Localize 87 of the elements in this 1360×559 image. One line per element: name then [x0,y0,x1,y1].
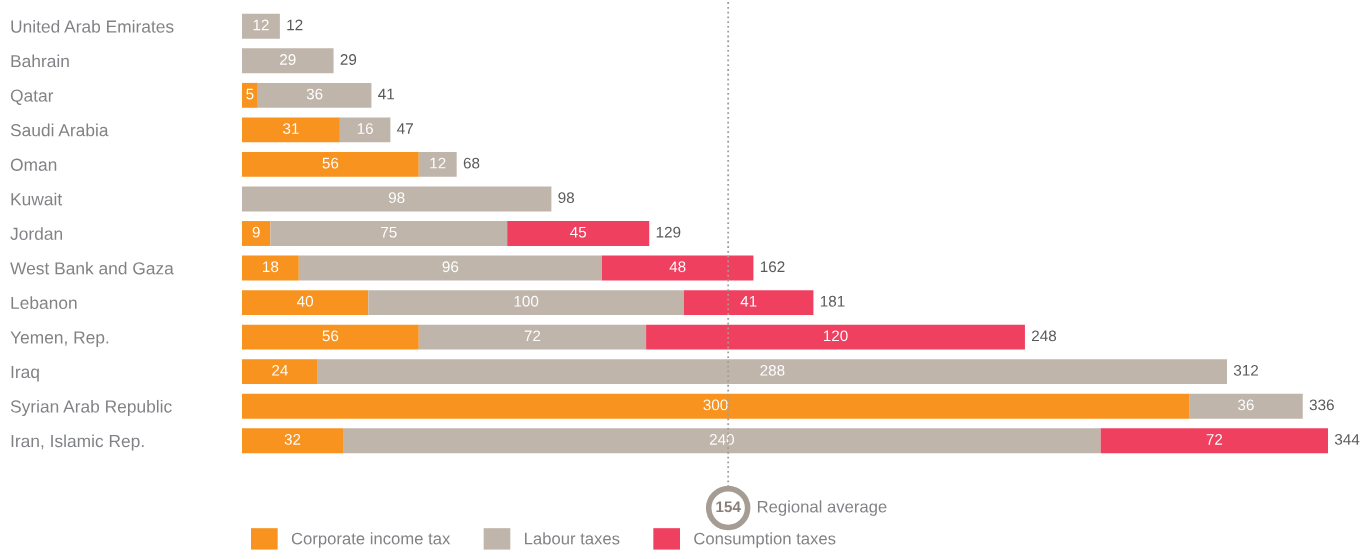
total-label: 181 [820,295,845,307]
total-label: 98 [558,192,575,204]
total-label: 162 [760,261,785,273]
data-label: 24 [272,364,288,376]
annotation: 154 [716,501,741,513]
y-tick-label: Yemen, Rep. [10,331,109,348]
legend-label: Corporate income tax [291,532,451,548]
total-label: 312 [1233,364,1259,376]
y-tick-label: Syrian Arab Republic [10,399,172,417]
bar [242,82,258,108]
bar [601,255,754,281]
bar [339,117,391,143]
data-label: 98 [388,192,405,204]
data-label: 100 [514,295,539,307]
y-tick-label: Iran, Islamic Rep. [11,434,144,451]
data-label: 12 [430,157,446,169]
data-label: 120 [823,330,848,342]
bar [242,359,318,385]
ref-line-label: Regional average [757,500,887,516]
bar [242,48,334,74]
data-label: 56 [322,330,339,342]
bar [368,290,684,316]
bar [242,151,419,177]
bar [242,221,271,246]
legend-label: Labour taxes [525,532,620,545]
data-label: 32 [284,434,301,445]
y-tick-label: Oman [10,158,57,171]
data-label: 72 [524,330,541,342]
total-label: 344 [1334,434,1360,445]
data-label: 288 [760,364,785,376]
data-label: 5 [246,88,254,100]
data-label: 72 [1206,434,1223,445]
bar [242,290,369,316]
y-tick-label: United Arab Emirates [11,19,174,33]
bar [317,359,1227,385]
data-label: 41 [740,296,757,307]
y-tick-label: Iraq [11,366,39,382]
data-label: 240 [709,434,735,445]
data-label: 29 [280,54,296,65]
bar [242,186,552,212]
legend-label: Consumption taxes [694,532,836,548]
bar [270,221,508,246]
bar [418,324,647,350]
total-label: 129 [656,226,681,238]
y-tick-label: Qatar [10,89,54,105]
bar [1189,393,1303,419]
data-label: 300 [703,399,728,411]
total-label: 248 [1032,330,1057,342]
total-label: 336 [1309,399,1334,411]
bar [242,428,344,454]
data-label: 9 [252,226,260,238]
data-label: 75 [381,226,397,238]
bar [507,221,650,246]
data-label: 31 [283,123,299,134]
bar [242,324,419,350]
data-label: 18 [263,261,279,273]
data-label: 36 [306,88,323,100]
data-label: 48 [669,261,686,273]
total-label: 47 [397,123,413,134]
total-label: 68 [463,157,480,169]
bar [242,393,1190,419]
data-label: 36 [1238,399,1254,411]
bar [242,117,340,143]
data-label: 16 [357,123,373,134]
bar [298,255,602,281]
bar [1100,428,1328,454]
total-label: 12 [287,19,303,31]
bar [683,290,814,316]
bar [418,151,457,177]
data-label: 45 [570,226,587,238]
data-label: 96 [442,261,459,273]
y-tick-label: Bahrain [11,54,69,68]
bar [257,82,372,108]
y-tick-label: Jordan [10,227,63,240]
y-tick-label: Saudi Arabia [10,123,109,137]
y-tick-label: West Bank and Gaza [10,261,174,275]
y-tick-label: Kuwait [11,192,63,206]
bar [242,255,299,281]
data-label: 40 [296,295,314,307]
bar [343,428,1101,454]
bar [646,324,1025,350]
y-tick-label: Lebanon [11,296,77,310]
total-label: 29 [340,54,357,65]
data-label: 56 [322,157,339,169]
data-label: 12 [253,19,269,31]
total-label: 41 [378,88,394,100]
bar [242,13,280,39]
